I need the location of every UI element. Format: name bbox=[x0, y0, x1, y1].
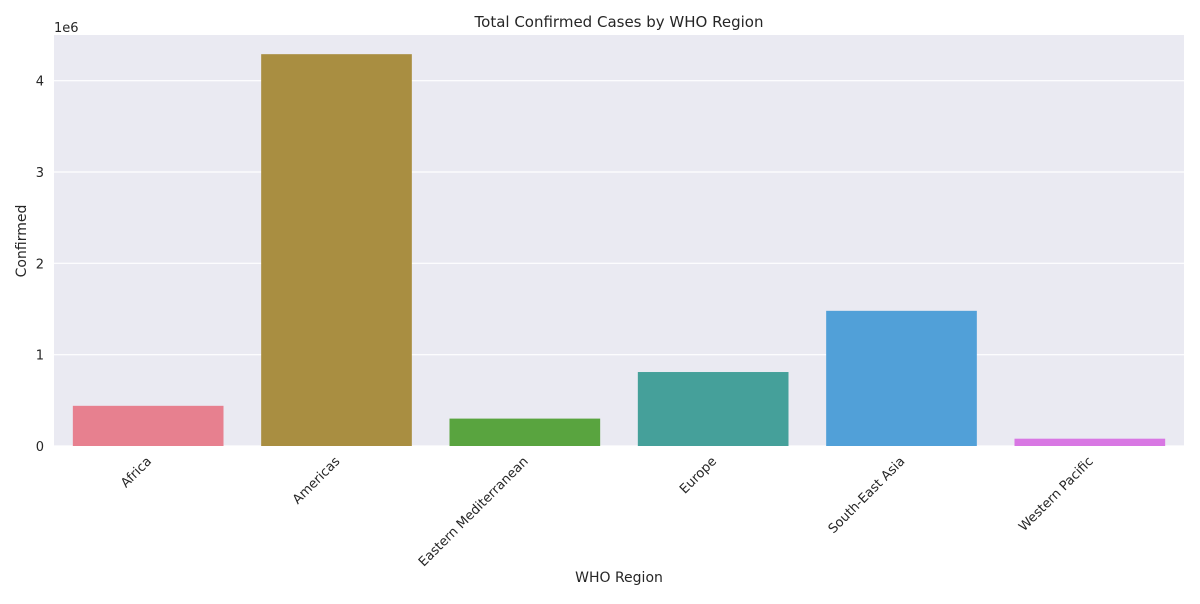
chart-title: Total Confirmed Cases by WHO Region bbox=[474, 13, 764, 31]
bar-europe bbox=[637, 372, 789, 446]
x-tick-label: Western Pacific bbox=[1016, 454, 1096, 534]
bar-africa bbox=[72, 405, 224, 446]
x-tick-label: Europe bbox=[677, 454, 720, 497]
bar-eastern-mediterranean bbox=[449, 418, 601, 446]
x-tick-label: South-East Asia bbox=[826, 454, 909, 537]
x-axis-label: WHO Region bbox=[575, 570, 663, 586]
plot-background bbox=[54, 35, 1184, 446]
bar-americas bbox=[261, 54, 412, 447]
x-tick-labels: Africa Americas Eastern Mediterranean Europ… bbox=[118, 454, 1096, 570]
y-tick-label: 2 bbox=[36, 257, 44, 272]
x-tick-label: Americas bbox=[290, 454, 343, 507]
y-scale-label: 1e6 bbox=[54, 21, 79, 36]
y-tick-label: 0 bbox=[36, 440, 44, 455]
y-tick-label: 4 bbox=[36, 75, 44, 90]
bars bbox=[72, 54, 1166, 447]
x-tick-label: Eastern Mediterranean bbox=[416, 454, 532, 570]
y-tick-label: 1 bbox=[36, 349, 44, 364]
y-axis-label: Confirmed bbox=[14, 205, 30, 278]
bar-western-pacific bbox=[1014, 438, 1166, 446]
y-tick-labels: 0 1 2 3 4 bbox=[36, 75, 44, 455]
x-tick-label: Africa bbox=[118, 454, 155, 491]
gridlines bbox=[54, 80, 1184, 447]
bar-south-east-asia bbox=[826, 310, 977, 446]
y-tick-label: 3 bbox=[36, 166, 44, 181]
